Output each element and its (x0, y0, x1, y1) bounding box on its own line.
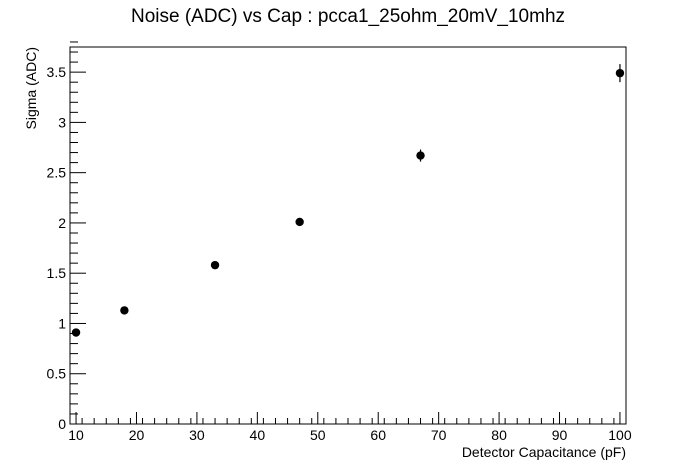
y-tick-label: 3 (58, 114, 66, 130)
y-tick-label: 2 (58, 215, 66, 231)
data-point (210, 260, 220, 270)
y-tick-label: 1 (58, 315, 66, 331)
chart-title: Noise (ADC) vs Cap : pcca1_25ohm_20mV_10… (131, 6, 565, 27)
plot-frame (69, 46, 627, 425)
data-point (416, 151, 425, 160)
x-tick-label: 60 (370, 427, 386, 443)
y-axis-title: Sigma (ADC) (23, 47, 39, 129)
y-tick-label: 1.5 (47, 265, 67, 281)
x-tick-label: 100 (608, 427, 632, 443)
data-point (295, 217, 304, 227)
x-axis: 10 20 30 40 50 60 70 80 90 100 (68, 412, 632, 443)
data-point (615, 68, 625, 78)
y-tick-label: 0.5 (47, 366, 67, 382)
x-tick-label: 90 (552, 427, 568, 443)
y-tick-label: 3.5 (47, 64, 67, 80)
y-axis: 0 0.5 1 1.5 2 2.5 3 3.5 (47, 41, 86, 432)
y-tick-label: 2.5 (47, 165, 67, 181)
x-tick-label: 70 (431, 427, 447, 443)
x-tick-label: 20 (129, 427, 145, 443)
x-tick-label: 30 (189, 427, 205, 443)
x-axis-title: Detector Capacitance (pF) (462, 444, 626, 460)
x-tick-label: 40 (250, 427, 266, 443)
x-tick-label: 50 (310, 427, 326, 443)
x-tick-label: 80 (491, 427, 507, 443)
y-tick-label: 0 (58, 416, 66, 432)
data-point (120, 306, 129, 315)
data-point (71, 328, 81, 337)
x-tick-label: 10 (68, 427, 84, 443)
data-points (71, 64, 625, 337)
